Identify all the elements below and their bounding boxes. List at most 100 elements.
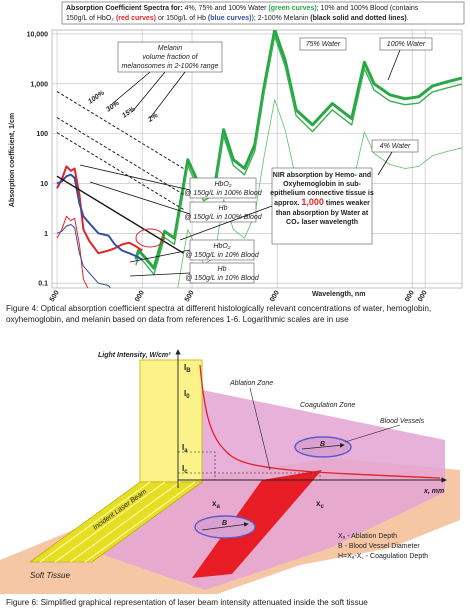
- annotation-box: [299, 37, 347, 51]
- axis-title: Light Intensity, W/cm²: [98, 352, 171, 359]
- axis-label: Ia: [182, 443, 188, 454]
- ablation-zone: [192, 470, 322, 578]
- figure-caption: Figure 4: Optical absorption coefficient…: [6, 304, 432, 324]
- annotation-box: [117, 41, 223, 73]
- annotation: approx. 1,000 times weaker: [274, 197, 370, 207]
- annotation: NIR absorption by Hemo- and: [273, 172, 371, 179]
- annotation: @ 150g/L in 100% Blood: [184, 190, 263, 197]
- x-tick-label: 9,000: [401, 289, 416, 302]
- annotation: Melanin: [158, 45, 183, 52]
- pointer: [344, 424, 401, 443]
- title-box: [61, 1, 465, 25]
- annotation: @ 150g/L in 10% Blood: [185, 275, 260, 282]
- y-tick-label: 0.1: [38, 281, 48, 288]
- curve: [135, 35, 462, 276]
- zone-label: Blood Vessels: [380, 418, 425, 425]
- pointer: [129, 249, 191, 263]
- label-part: I: [182, 443, 184, 452]
- vessel-label: B: [222, 520, 227, 527]
- y-tick-label: 1: [44, 231, 48, 238]
- pointer: [89, 181, 191, 215]
- annotation: 75% Water: [306, 41, 341, 48]
- pointer: [79, 164, 191, 191]
- title-part: ; 10% and 100% Blood (contains: [317, 5, 419, 12]
- x-tick-label: 500: [49, 289, 61, 302]
- annotation: epithelium connective tissue is: [270, 190, 374, 197]
- curve: [56, 224, 111, 288]
- legend-entry: Xₐ - Ablation Depth: [338, 533, 397, 540]
- title-part: (green curves): [268, 5, 316, 12]
- axis-label: Ic: [182, 464, 188, 475]
- label-part: B: [186, 368, 191, 374]
- x-tick-label: 10,000: [412, 289, 429, 302]
- title-part: .: [407, 15, 409, 22]
- pointer: [111, 71, 151, 105]
- title-part: or 150g/L of Hb: [156, 15, 208, 22]
- annotation: 100% Water: [387, 41, 426, 48]
- label-part: I: [184, 363, 186, 372]
- curve: [177, 99, 462, 288]
- curve: [56, 173, 143, 261]
- pointer: [149, 71, 186, 119]
- annotation-part: approx.: [274, 200, 301, 207]
- absorption-chart: Absorption Coefficient Spectra for: 4%, …: [9, 1, 465, 302]
- tissue-diagram: Light Intensity, W/cm² IB I0 Ia Ic xa xc…: [0, 349, 460, 594]
- annotation: @ 150g/L in 10% Blood: [185, 252, 260, 259]
- title-part: 150g/L of HbO₂: [66, 15, 116, 22]
- curve: [56, 175, 184, 254]
- zone-label: Coagulation Zone: [300, 402, 355, 409]
- label-part: x: [212, 499, 217, 508]
- annotation: volume fraction of: [142, 54, 198, 61]
- axis-label: I0: [184, 389, 190, 400]
- title-part: (red curves): [116, 15, 156, 22]
- figure-caption: Figure 6: Simplified graphical represent…: [6, 598, 368, 607]
- legend-entry: H=Xₐ-X꜀ - Coagulation Depth: [338, 553, 428, 560]
- label-part: x: [316, 499, 321, 508]
- title-part: (blue curves): [208, 15, 252, 22]
- pointer: [387, 49, 401, 81]
- axis-label: xc: [316, 499, 324, 510]
- annotation: Hb: [219, 205, 228, 212]
- axis-label: IB: [184, 363, 191, 374]
- curve: [56, 215, 89, 288]
- pointer: [179, 205, 273, 241]
- diameter-arrow: [301, 442, 345, 450]
- annotation: Oxyhemoglobin in sub-: [283, 181, 361, 188]
- pointer: [131, 71, 166, 113]
- annotation: CO₂ laser wavelength: [286, 219, 358, 226]
- curve: [134, 30, 462, 270]
- diameter-arrow: [201, 522, 249, 531]
- chart-title: 150g/L of HbO₂ (red curves) or 150g/L of…: [66, 15, 409, 22]
- y-tick-label: 10,000: [27, 31, 49, 38]
- title-part: ); 2-100% Melanin: [251, 15, 310, 22]
- curve: [56, 165, 143, 255]
- annotation: 4% Water: [380, 143, 411, 150]
- pointer: [129, 272, 191, 277]
- annotation: Hb: [218, 266, 227, 273]
- label-part: c: [320, 504, 324, 510]
- label-part: 0: [186, 394, 190, 400]
- y-tick-label: 1,000: [30, 81, 48, 88]
- label-part: a: [216, 504, 220, 510]
- axis-label: xa: [212, 499, 220, 510]
- annotation: @ 150g/L in 100% Blood: [184, 214, 263, 221]
- title-part: Absorption Coefficient Spectra for:: [66, 5, 183, 12]
- laser-beam: [29, 481, 203, 563]
- annotation: melanosomes in 2-100% range: [122, 63, 219, 70]
- axis-title: x, mm: [423, 488, 444, 495]
- pointer: [249, 387, 271, 471]
- x-axis-label: Wavelength, nm: [312, 291, 365, 298]
- y-axis-label: Absorption coefficient, 1/cm: [9, 113, 16, 207]
- annotation-part: 1,000: [301, 197, 324, 207]
- chart-title: Absorption Coefficient Spectra for: 4%, …: [66, 5, 419, 12]
- beam-steps: [39, 481, 196, 563]
- label-part: I: [184, 389, 186, 398]
- label-part: I: [182, 464, 184, 473]
- highlight-ellipse: [135, 228, 165, 248]
- vessel-label: B: [320, 441, 325, 448]
- annotation: HbO₂: [213, 243, 230, 250]
- label-part: c: [184, 469, 188, 475]
- annotation-part: times weaker: [324, 200, 370, 207]
- title-part: (black solid and dotted lines): [310, 15, 406, 22]
